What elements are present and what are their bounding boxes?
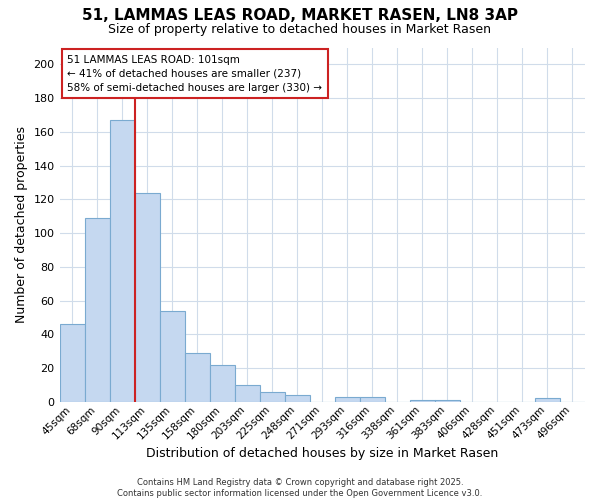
X-axis label: Distribution of detached houses by size in Market Rasen: Distribution of detached houses by size … xyxy=(146,447,499,460)
Text: Contains HM Land Registry data © Crown copyright and database right 2025.
Contai: Contains HM Land Registry data © Crown c… xyxy=(118,478,482,498)
Bar xyxy=(185,353,209,402)
Bar xyxy=(209,364,235,402)
Bar xyxy=(134,192,160,402)
Text: Size of property relative to detached houses in Market Rasen: Size of property relative to detached ho… xyxy=(109,22,491,36)
Bar xyxy=(160,310,185,402)
Bar xyxy=(435,400,460,402)
Bar xyxy=(535,398,560,402)
Bar xyxy=(410,400,435,402)
Bar xyxy=(110,120,134,402)
Bar xyxy=(260,392,285,402)
Text: 51 LAMMAS LEAS ROAD: 101sqm
← 41% of detached houses are smaller (237)
58% of se: 51 LAMMAS LEAS ROAD: 101sqm ← 41% of det… xyxy=(67,54,322,92)
Bar xyxy=(335,396,360,402)
Text: 51, LAMMAS LEAS ROAD, MARKET RASEN, LN8 3AP: 51, LAMMAS LEAS ROAD, MARKET RASEN, LN8 … xyxy=(82,8,518,22)
Y-axis label: Number of detached properties: Number of detached properties xyxy=(15,126,28,323)
Bar xyxy=(235,385,260,402)
Bar xyxy=(59,324,85,402)
Bar xyxy=(285,395,310,402)
Bar xyxy=(360,396,385,402)
Bar xyxy=(85,218,110,402)
